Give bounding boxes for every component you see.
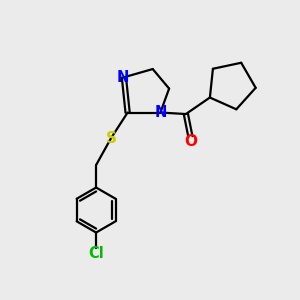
Text: O: O: [184, 134, 197, 148]
Text: Cl: Cl: [88, 246, 104, 261]
Text: N: N: [116, 70, 129, 85]
Text: S: S: [106, 130, 117, 146]
Text: N: N: [154, 105, 167, 120]
